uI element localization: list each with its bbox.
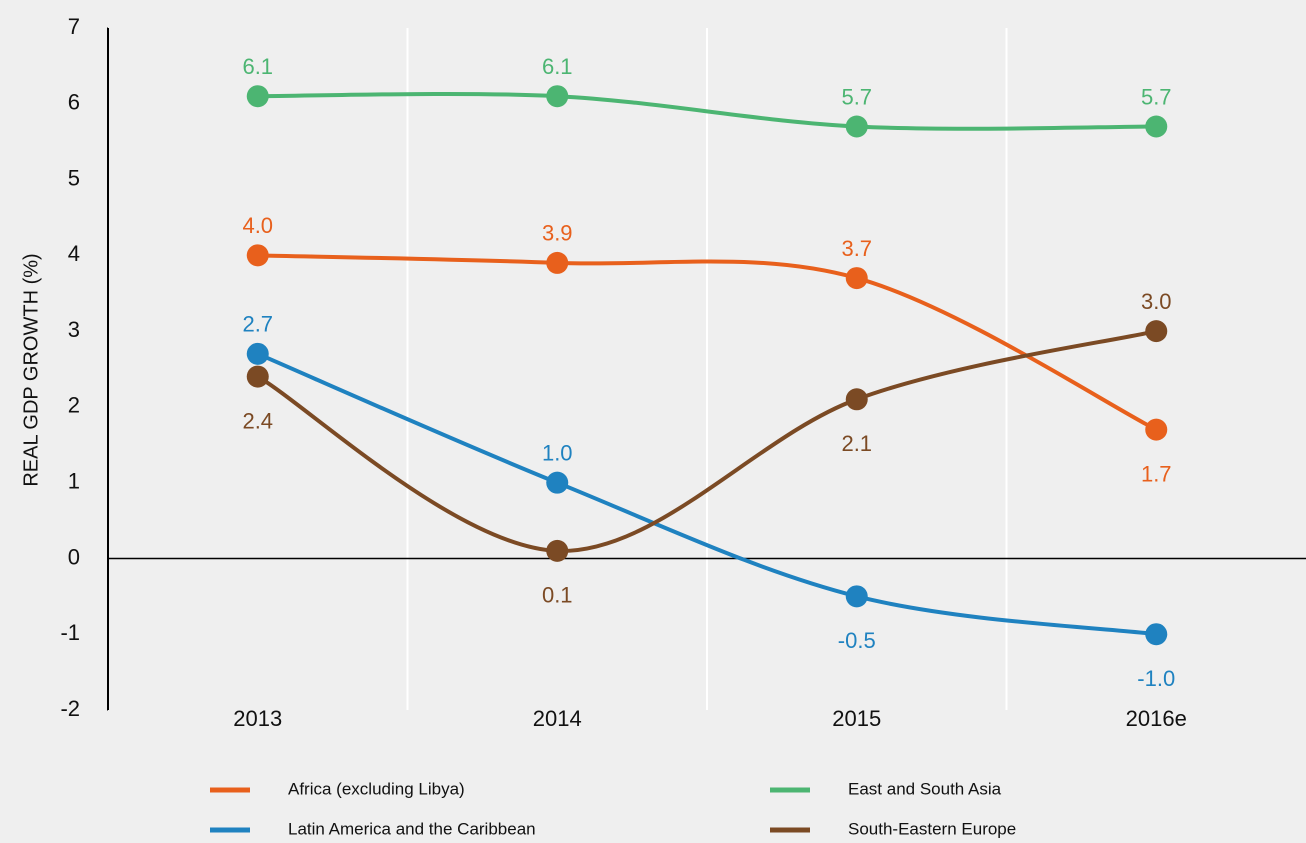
x-tick-label: 2016e	[1126, 706, 1187, 731]
data-point	[1145, 418, 1168, 441]
data-point	[246, 365, 269, 388]
series-line	[257, 91, 1157, 131]
data-point	[1145, 623, 1168, 646]
data-point	[546, 251, 569, 274]
data-label: 1.7	[1141, 461, 1172, 486]
data-point	[246, 85, 269, 108]
legend-label: Africa (excluding Libya)	[288, 779, 465, 798]
data-point	[546, 85, 569, 108]
y-tick-label: 4	[68, 241, 80, 266]
x-tick-label: 2015	[832, 706, 881, 731]
y-tick-label: -2	[60, 696, 80, 721]
data-label: 0.1	[542, 583, 573, 608]
data-label: 1.0	[542, 440, 573, 465]
legend: Africa (excluding Libya) East and South A…	[210, 779, 1016, 838]
data-point	[845, 267, 868, 290]
y-tick-label: 6	[68, 90, 80, 115]
data-point	[246, 342, 269, 365]
data-label: 5.7	[841, 84, 872, 109]
data-label: 3.7	[841, 236, 872, 261]
data-point	[1145, 115, 1168, 138]
y-tick-label: 3	[68, 317, 80, 342]
data-point	[546, 471, 569, 494]
data-label: 2.1	[841, 431, 872, 456]
data-label: 5.7	[1141, 84, 1172, 109]
data-label: 6.1	[242, 54, 273, 79]
data-label: 2.4	[242, 408, 273, 433]
legend-label: South-Eastern Europe	[848, 819, 1016, 838]
data-label: 4.0	[242, 213, 273, 238]
data-label: -0.5	[838, 628, 876, 653]
data-point	[845, 115, 868, 138]
series-line	[256, 352, 1157, 637]
data-label: 3.9	[542, 221, 573, 246]
y-axis-label: REAL GDP GROWTH (%)	[20, 253, 42, 486]
data-point	[246, 244, 269, 267]
data-label: 6.1	[542, 54, 573, 79]
data-label: 3.0	[1141, 289, 1172, 314]
y-tick-label: 0	[68, 544, 80, 569]
legend-label: Latin America and the Caribbean	[288, 819, 536, 838]
legend-label: East and South Asia	[848, 779, 1002, 798]
series-line	[256, 329, 1157, 553]
data-label: 2.7	[242, 312, 273, 337]
data-point	[845, 585, 868, 608]
series-line	[257, 253, 1158, 432]
data-label: -1.0	[1137, 666, 1175, 691]
data-point	[1145, 320, 1168, 343]
y-tick-label: -1	[60, 620, 80, 645]
y-tick-label: 7	[68, 14, 80, 39]
data-point	[845, 388, 868, 411]
x-tick-label: 2014	[533, 706, 582, 731]
y-tick-label: 5	[68, 165, 80, 190]
x-tick-label: 2013	[233, 706, 282, 731]
y-tick-label: 2	[68, 393, 80, 418]
data-point	[546, 539, 569, 562]
y-tick-label: 1	[68, 468, 80, 493]
